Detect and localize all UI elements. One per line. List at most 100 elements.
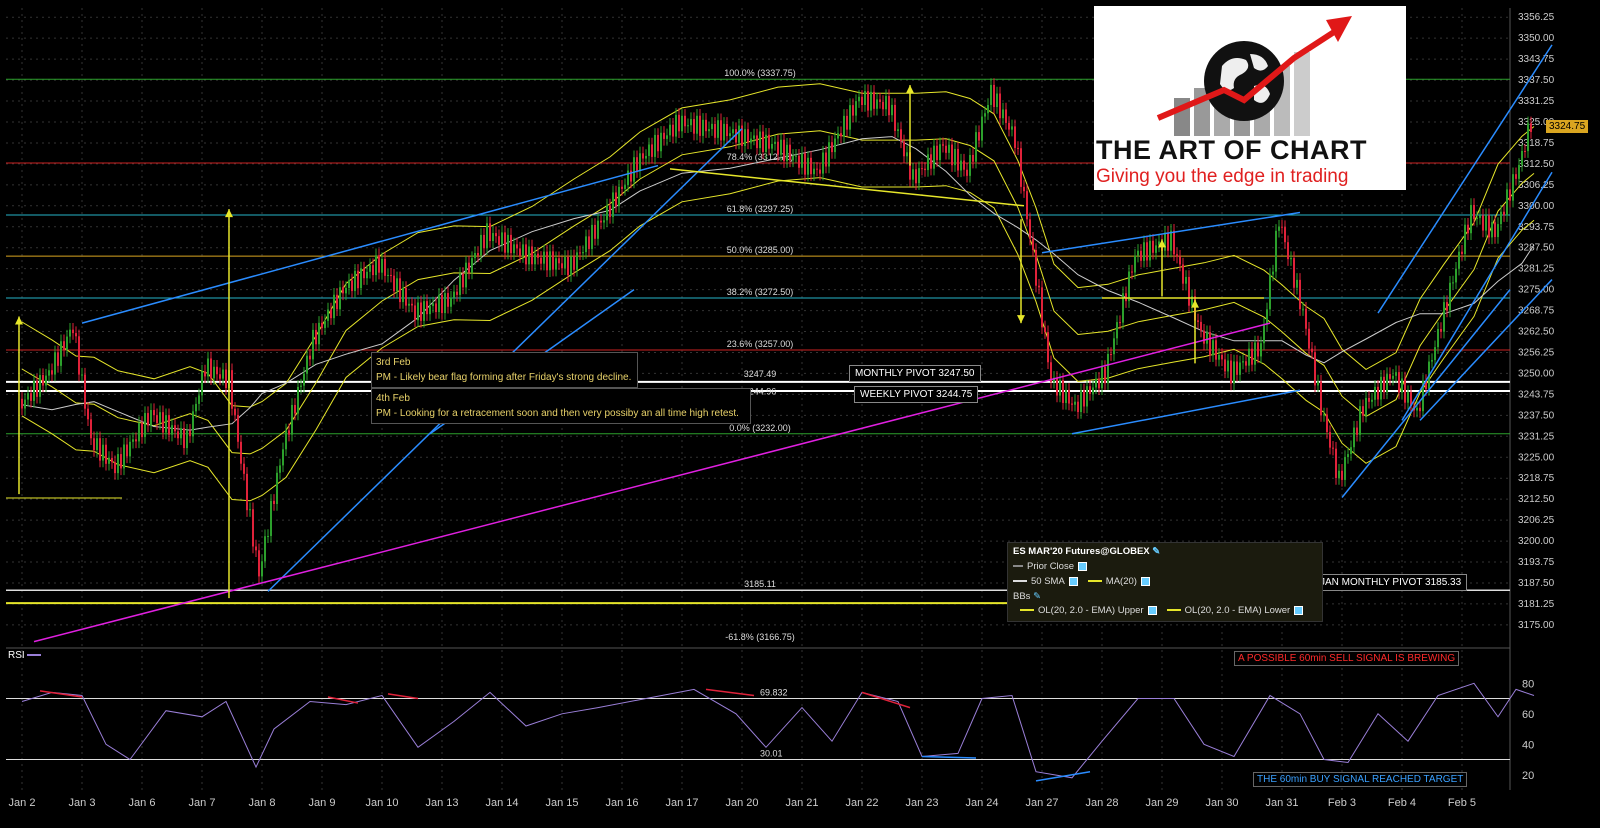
candle-body [642, 153, 644, 159]
candle-body [1140, 250, 1142, 261]
candle-body [1119, 322, 1121, 324]
candle-body [189, 430, 191, 437]
candle-body [1278, 226, 1280, 231]
rsi-tick-label: 60 [1522, 709, 1534, 721]
candle-body [690, 119, 692, 126]
candle-body [222, 369, 224, 379]
candle-body [90, 419, 92, 439]
candle-body [306, 355, 308, 374]
upper-band-checkbox[interactable] [1147, 605, 1157, 615]
y-tick-label: 3337.50 [1518, 75, 1555, 86]
candle-body [654, 134, 656, 157]
x-tick-label: Feb 4 [1388, 797, 1416, 809]
candle-body [1092, 387, 1094, 394]
candle-body [759, 131, 761, 149]
candle-body [1113, 338, 1115, 355]
candle-body [762, 131, 764, 153]
candle-body [567, 256, 569, 276]
candle-body [162, 412, 164, 433]
candle-body [1239, 362, 1241, 375]
candle-body [1497, 224, 1499, 238]
candle-body [297, 386, 299, 414]
candle-body [825, 152, 827, 167]
candle-body [924, 168, 926, 171]
note-text: PM - Likely bear flag forming after Frid… [376, 372, 632, 383]
candle-body [174, 425, 176, 432]
candle-body [135, 439, 137, 442]
candle-body [681, 115, 683, 132]
settings-icon[interactable]: ✎ [1149, 546, 1161, 557]
candle-body [435, 303, 437, 313]
candle-body [585, 236, 587, 253]
candle-body [1206, 332, 1208, 344]
candle-body [555, 258, 557, 270]
candle-body [1146, 242, 1148, 261]
prior-close-checkbox[interactable] [1078, 561, 1087, 571]
candle-body [1455, 268, 1457, 283]
candle-body [648, 144, 650, 156]
candle-body [423, 301, 425, 321]
logo-tagline: Giving you the edge in trading [1096, 166, 1349, 187]
x-tick-label: Jan 29 [1145, 797, 1178, 809]
candle-body [66, 336, 68, 350]
x-tick-label: Jan 16 [605, 797, 638, 809]
pivot-value-label: 3244.96 [744, 386, 777, 396]
candle-body [945, 145, 947, 153]
candle-body [621, 186, 623, 189]
candle-body [252, 509, 254, 547]
candle-body [96, 438, 98, 451]
candle-body [1017, 147, 1019, 149]
candle-body [1032, 238, 1034, 250]
candle-body [459, 273, 461, 295]
lower-band-swatch [1166, 609, 1181, 612]
candle-body [114, 462, 116, 474]
candle-body [1203, 330, 1205, 344]
candle-body [564, 256, 566, 269]
candle-body [1251, 348, 1253, 365]
candle-body [1299, 279, 1301, 310]
y-tick-label: 3331.25 [1518, 96, 1555, 107]
candle-body [1416, 407, 1418, 411]
candle-body [291, 404, 293, 435]
candle-body [627, 170, 629, 186]
ma-checkbox[interactable] [1140, 576, 1150, 586]
candle-body [711, 123, 713, 130]
candle-body [1476, 217, 1478, 220]
candle-body [1500, 211, 1502, 225]
candle-body [1338, 470, 1340, 479]
candle-body [1101, 366, 1103, 389]
ma-swatch [1087, 580, 1102, 583]
candle-body [177, 431, 179, 439]
bbs-settings-icon[interactable]: ✎ [1030, 591, 1042, 602]
x-tick-label: Jan 10 [365, 797, 398, 809]
candle-body [1275, 230, 1277, 272]
candle-body [1095, 378, 1097, 388]
candle-body [855, 101, 857, 116]
candle-body [39, 375, 41, 397]
candle-body [846, 115, 848, 130]
candle-body [729, 133, 731, 137]
candle-body [210, 358, 212, 379]
candle-body [813, 168, 815, 175]
candle-body [342, 287, 344, 294]
candle-body [609, 205, 611, 217]
candle-body [1254, 342, 1256, 365]
candle-body [1365, 397, 1367, 416]
candle-body [201, 371, 203, 396]
candle-body [87, 408, 89, 420]
lower-band-checkbox[interactable] [1294, 605, 1304, 615]
candle-body [246, 473, 248, 511]
candle-body [1281, 226, 1283, 228]
candle-body [1137, 250, 1139, 256]
candle-body [1155, 245, 1157, 253]
candle-body [324, 320, 326, 329]
x-tick-label: Jan 28 [1085, 797, 1118, 809]
candle-body [933, 145, 935, 169]
candle-body [579, 252, 581, 254]
candle-body [1326, 414, 1328, 433]
sma-checkbox[interactable] [1068, 576, 1078, 586]
rsi-divergence-arrow [1035, 770, 1091, 782]
fib-label: 78.4% (3312.75) [727, 152, 794, 162]
candle-body [591, 224, 593, 249]
trendline [81, 164, 659, 324]
